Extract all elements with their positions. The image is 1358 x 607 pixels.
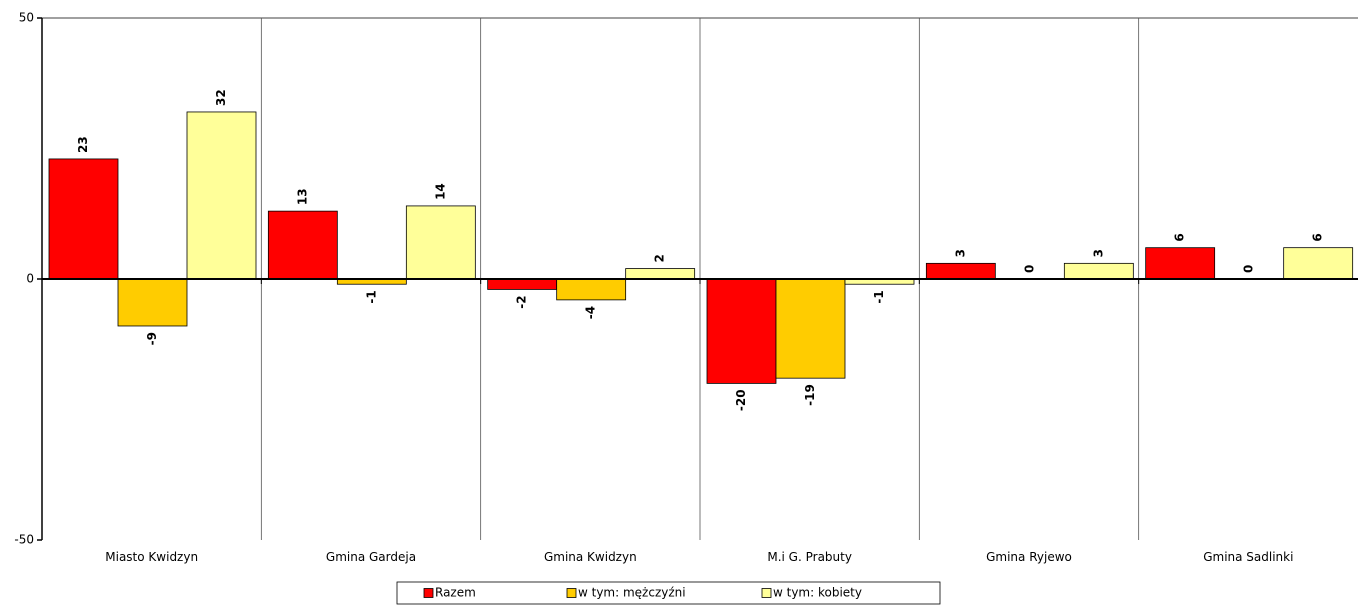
data-label: 6	[1173, 233, 1187, 241]
legend-box	[396, 581, 941, 605]
bars-layer	[48, 111, 1354, 384]
bar-3-6	[1283, 247, 1354, 280]
legend: Razem w tym: mężczyźni w tym: kobiety	[396, 581, 941, 605]
data-label: -1	[364, 290, 378, 303]
data-label: -4	[584, 306, 598, 319]
y-tick-label: 50	[19, 11, 34, 25]
bar-2-3	[556, 278, 627, 301]
bar-1-1	[48, 158, 119, 280]
bar-1-2	[267, 210, 338, 280]
bar-1-5	[925, 262, 996, 280]
bar-2-4	[775, 278, 846, 379]
bar-2-1	[117, 278, 188, 327]
legend-swatch-1	[423, 588, 434, 598]
x-tick-label: Gmina Kwidzyn	[544, 550, 637, 564]
bar-3-1	[186, 111, 257, 280]
legend-label-3: w tym: kobiety	[773, 586, 862, 600]
bar-3-5	[1063, 262, 1134, 280]
bar-1-3	[487, 278, 558, 290]
data-label: 14	[433, 183, 447, 200]
data-label: 2	[653, 254, 667, 262]
y-tick-label: -50	[14, 533, 34, 547]
data-label: 3	[953, 249, 967, 257]
data-label: 6	[1311, 233, 1325, 241]
axes-layer	[37, 17, 1358, 541]
data-label: 23	[76, 136, 90, 153]
data-label: -19	[803, 384, 817, 406]
data-label: 0	[1242, 265, 1256, 273]
data-label: 32	[214, 89, 228, 106]
x-tick-label: Gmina Gardeja	[326, 550, 416, 564]
data-label: 13	[295, 188, 309, 205]
legend-label-1: Razem	[435, 586, 476, 600]
data-label: 0	[1022, 265, 1036, 273]
bar-1-4	[706, 278, 777, 384]
data-label: -20	[734, 389, 748, 411]
x-tick-label: Miasto Kwidzyn	[105, 550, 198, 564]
x-tick-label: Gmina Ryjewo	[986, 550, 1072, 564]
x-tick-label: Gmina Sadlinki	[1203, 550, 1293, 564]
bar-3-2	[405, 205, 476, 280]
data-label: -1	[872, 290, 886, 303]
data-label: 3	[1091, 249, 1105, 257]
data-label: -2	[515, 295, 529, 308]
bar-1-6	[1145, 247, 1216, 280]
y-tick-label: 0	[26, 272, 34, 286]
bar-3-3	[625, 268, 696, 280]
legend-label-2: w tym: mężczyźni	[578, 586, 686, 600]
data-label: -9	[145, 332, 159, 345]
legend-swatch-2	[566, 588, 577, 598]
x-tick-label: M.i G. Prabuty	[767, 550, 852, 564]
legend-swatch-3	[761, 588, 772, 598]
